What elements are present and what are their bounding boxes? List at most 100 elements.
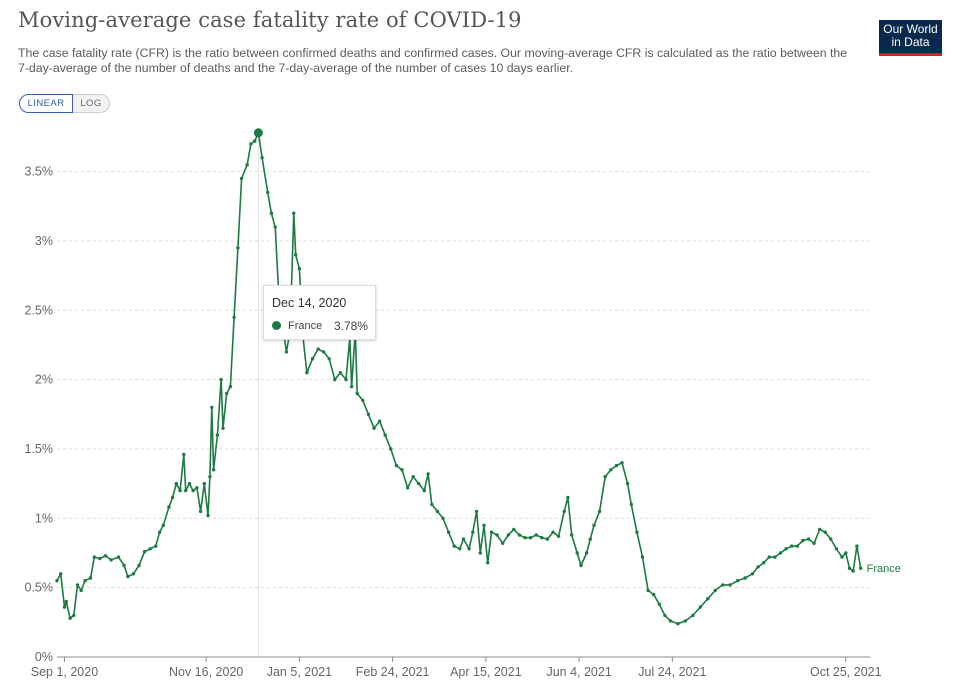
data-point[interactable]	[556, 534, 561, 538]
data-point[interactable]	[236, 246, 240, 250]
data-point[interactable]	[446, 530, 451, 534]
data-point[interactable]	[478, 551, 482, 555]
data-point[interactable]	[625, 481, 630, 486]
data-point[interactable]	[206, 513, 210, 518]
data-point[interactable]	[269, 211, 274, 215]
data-point[interactable]	[756, 565, 760, 569]
data-point[interactable]	[683, 619, 688, 623]
data-point[interactable]	[210, 405, 214, 410]
data-point[interactable]	[551, 530, 555, 534]
data-point[interactable]	[566, 495, 570, 500]
data-point[interactable]	[92, 555, 97, 559]
data-point[interactable]	[812, 541, 816, 545]
data-point[interactable]	[471, 530, 475, 534]
data-point[interactable]	[88, 576, 93, 580]
data-point[interactable]	[366, 412, 371, 416]
data-point[interactable]	[232, 315, 236, 319]
data-point[interactable]	[377, 419, 382, 423]
data-point[interactable]	[137, 563, 141, 568]
data-point[interactable]	[588, 537, 592, 541]
data-point[interactable]	[170, 495, 175, 500]
data-point[interactable]	[467, 547, 471, 551]
data-point[interactable]	[562, 509, 566, 514]
data-point[interactable]	[426, 472, 430, 476]
data-point[interactable]	[316, 347, 320, 351]
data-point[interactable]	[72, 613, 76, 618]
data-point[interactable]	[321, 350, 326, 354]
data-point[interactable]	[292, 211, 296, 215]
data-point[interactable]	[579, 563, 583, 568]
data-point[interactable]	[652, 592, 656, 597]
series-line-france[interactable]	[56, 132, 862, 625]
data-point[interactable]	[198, 509, 203, 514]
data-point[interactable]	[148, 547, 152, 551]
data-point[interactable]	[461, 537, 466, 541]
data-point[interactable]	[202, 481, 206, 486]
data-point[interactable]	[773, 555, 777, 559]
data-point[interactable]	[55, 579, 59, 583]
data-point[interactable]	[59, 572, 63, 576]
data-point[interactable]	[851, 569, 855, 573]
data-point[interactable]	[62, 605, 67, 609]
data-point[interactable]	[698, 605, 702, 609]
data-point[interactable]	[750, 572, 755, 576]
data-point[interactable]	[103, 554, 108, 558]
data-point[interactable]	[435, 509, 440, 514]
data-point[interactable]	[801, 538, 805, 543]
data-point[interactable]	[225, 391, 229, 396]
data-point[interactable]	[629, 502, 633, 507]
data-point[interactable]	[806, 537, 811, 541]
data-point[interactable]	[131, 572, 136, 576]
data-point[interactable]	[221, 426, 225, 430]
data-point[interactable]	[584, 551, 589, 555]
data-point[interactable]	[778, 551, 783, 555]
data-point[interactable]	[668, 619, 673, 623]
data-point[interactable]	[663, 613, 667, 618]
data-point[interactable]	[161, 523, 165, 527]
data-point[interactable]	[109, 558, 113, 562]
data-point[interactable]	[400, 468, 404, 472]
data-point[interactable]	[489, 530, 494, 534]
data-point[interactable]	[310, 357, 315, 361]
data-point[interactable]	[142, 549, 147, 554]
data-point[interactable]	[116, 555, 121, 559]
data-point[interactable]	[239, 176, 244, 181]
data-point[interactable]	[706, 597, 710, 601]
data-point[interactable]	[338, 371, 343, 375]
data-point[interactable]	[855, 544, 859, 548]
data-point[interactable]	[575, 551, 579, 555]
data-point[interactable]	[260, 156, 264, 160]
data-point[interactable]	[178, 488, 182, 493]
data-point[interactable]	[691, 613, 695, 618]
data-point[interactable]	[762, 561, 766, 565]
data-point[interactable]	[570, 533, 574, 537]
data-point[interactable]	[417, 481, 421, 486]
data-point[interactable]	[361, 398, 365, 403]
data-point[interactable]	[859, 566, 863, 570]
data-point[interactable]	[187, 481, 192, 486]
data-point[interactable]	[191, 488, 195, 493]
data-point[interactable]	[182, 452, 186, 457]
log-scale-button[interactable]: LOG	[73, 94, 110, 113]
data-point[interactable]	[795, 544, 799, 548]
data-point[interactable]	[517, 533, 522, 537]
data-point[interactable]	[635, 530, 639, 534]
data-point[interactable]	[219, 377, 223, 382]
data-point[interactable]	[266, 190, 270, 195]
data-point[interactable]	[383, 433, 387, 437]
linear-scale-button[interactable]: LINEAR	[19, 94, 73, 113]
data-point[interactable]	[603, 475, 607, 479]
data-point[interactable]	[297, 267, 302, 271]
data-point[interactable]	[501, 541, 505, 545]
data-point[interactable]	[620, 461, 624, 465]
data-point[interactable]	[784, 547, 788, 551]
data-point[interactable]	[98, 556, 102, 561]
data-point[interactable]	[452, 544, 456, 548]
data-point[interactable]	[646, 588, 650, 593]
data-point[interactable]	[154, 544, 158, 548]
data-point[interactable]	[640, 555, 645, 559]
data-point[interactable]	[245, 163, 249, 167]
data-point[interactable]	[195, 486, 199, 490]
data-point[interactable]	[422, 488, 426, 493]
